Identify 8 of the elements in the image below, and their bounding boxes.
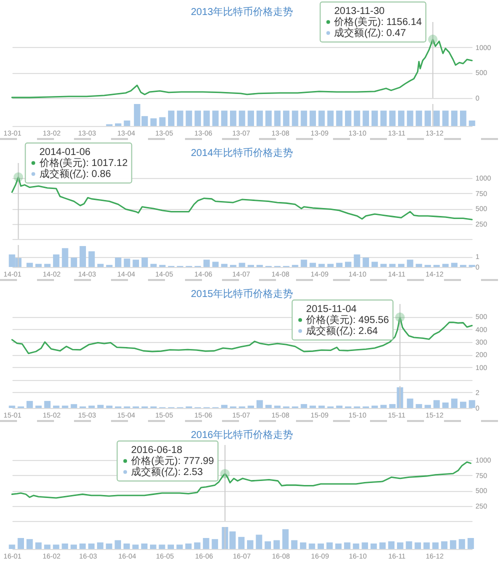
annotation: 2016-06-18 价格(美元): 777.99 成交额(亿): 2.53 [130,445,214,478]
annotation: 2015-11-04 价格(美元): 495.56 成交额(亿): 2.64 [305,304,390,337]
chart-title: 2015年比特币价格走势 [190,288,294,300]
chart-title: 2014年比特币价格走势 [190,147,294,159]
annotation: 2014-01-06 价格(美元): 1017.12 成交额(亿): 0.86 [38,147,128,180]
chart-title: 2016年比特币价格走势 [190,429,294,441]
annotation: 2013-11-30 价格(美元): 1156.14 成交额(亿): 0.47 [333,6,422,39]
chart-title: 2013年比特币价格走势 [190,6,294,18]
